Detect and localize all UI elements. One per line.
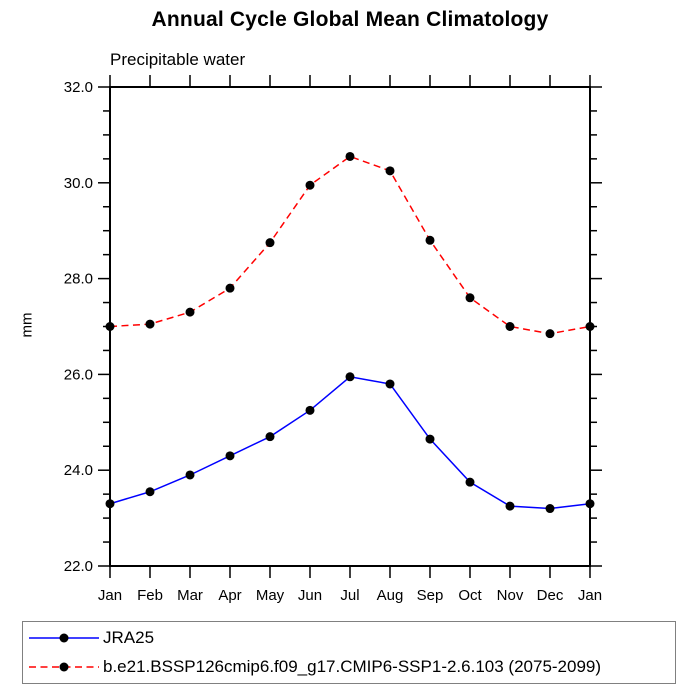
legend-box: JRA25 b.e21.BSSP126cmip6.f09_g17.CMIP6-S… <box>22 621 676 684</box>
data-point-marker <box>305 180 315 190</box>
legend-entry-jra25: JRA25 <box>28 628 154 647</box>
legend-label-jra25: JRA25 <box>103 628 155 647</box>
data-point-marker <box>105 499 115 509</box>
x-tick-label: May <box>256 587 285 604</box>
x-tick-label: Jan <box>98 587 122 604</box>
data-point-marker <box>305 405 315 415</box>
x-tick-label: Dec <box>537 587 564 604</box>
y-tick-label: 22.0 <box>64 558 93 575</box>
y-tick-label: 32.0 <box>64 79 93 96</box>
data-point-marker <box>385 166 395 176</box>
y-tick-label: 30.0 <box>64 175 93 192</box>
x-tick-label: Nov <box>497 587 524 604</box>
data-point-marker <box>185 307 195 317</box>
x-tick-label: Jan <box>578 587 602 604</box>
axes: 22.0 24.0 26.0 28.0 30.0 32.0 Jan Feb Mar Apr May J… <box>64 75 602 604</box>
data-point-marker <box>265 238 275 248</box>
series-line-0 <box>109 375 591 510</box>
x-tick-label: Oct <box>458 587 482 604</box>
y-tick-label: 24.0 <box>64 462 93 479</box>
y-tick-label: 26.0 <box>64 366 93 383</box>
data-point-marker <box>425 235 435 245</box>
y-tick-label: 28.0 <box>64 271 93 288</box>
legend-line-sample-jra25 <box>29 633 99 643</box>
x-tick-label: Apr <box>218 587 241 604</box>
data-point-marker <box>465 293 475 303</box>
data-point-marker <box>225 283 235 293</box>
x-tick-label: Aug <box>377 587 404 604</box>
data-point-marker <box>465 477 475 487</box>
data-point-marker <box>585 322 595 331</box>
chart-title: Annual Cycle Global Mean Climatology <box>151 8 549 31</box>
y-axis-label: mm <box>19 313 36 338</box>
x-tick-label: Feb <box>137 587 163 604</box>
data-point-marker <box>545 504 555 514</box>
data-point-marker <box>545 329 555 339</box>
data-point-marker <box>345 372 355 382</box>
legend-line-sample-model <box>29 662 99 672</box>
data-point-marker <box>345 151 355 161</box>
data-point-marker <box>105 322 115 331</box>
x-tick-label: Jun <box>298 587 322 604</box>
data-point-marker <box>185 470 195 480</box>
data-point-marker <box>505 322 515 331</box>
legend-entry-model: b.e21.BSSP126cmip6.f09_g17.CMIP6-SSP1-2.… <box>28 657 601 676</box>
x-tick-label: Sep <box>417 587 444 604</box>
legend-label-model: b.e21.BSSP126cmip6.f09_g17.CMIP6-SSP1-2.… <box>103 657 602 676</box>
data-point-marker <box>505 501 515 511</box>
x-tick-label: Jul <box>340 587 359 604</box>
series-line-1 <box>109 155 591 335</box>
series-lines <box>105 151 595 514</box>
data-point-marker <box>425 434 435 444</box>
data-point-marker <box>385 379 395 389</box>
chart-subtitle: Precipitable water <box>110 50 246 69</box>
data-point-marker <box>225 451 235 461</box>
data-point-marker <box>585 499 595 509</box>
x-tick-label: Mar <box>177 587 203 604</box>
data-point-marker <box>145 487 155 497</box>
data-point-marker <box>265 432 275 442</box>
data-point-marker <box>145 319 155 329</box>
